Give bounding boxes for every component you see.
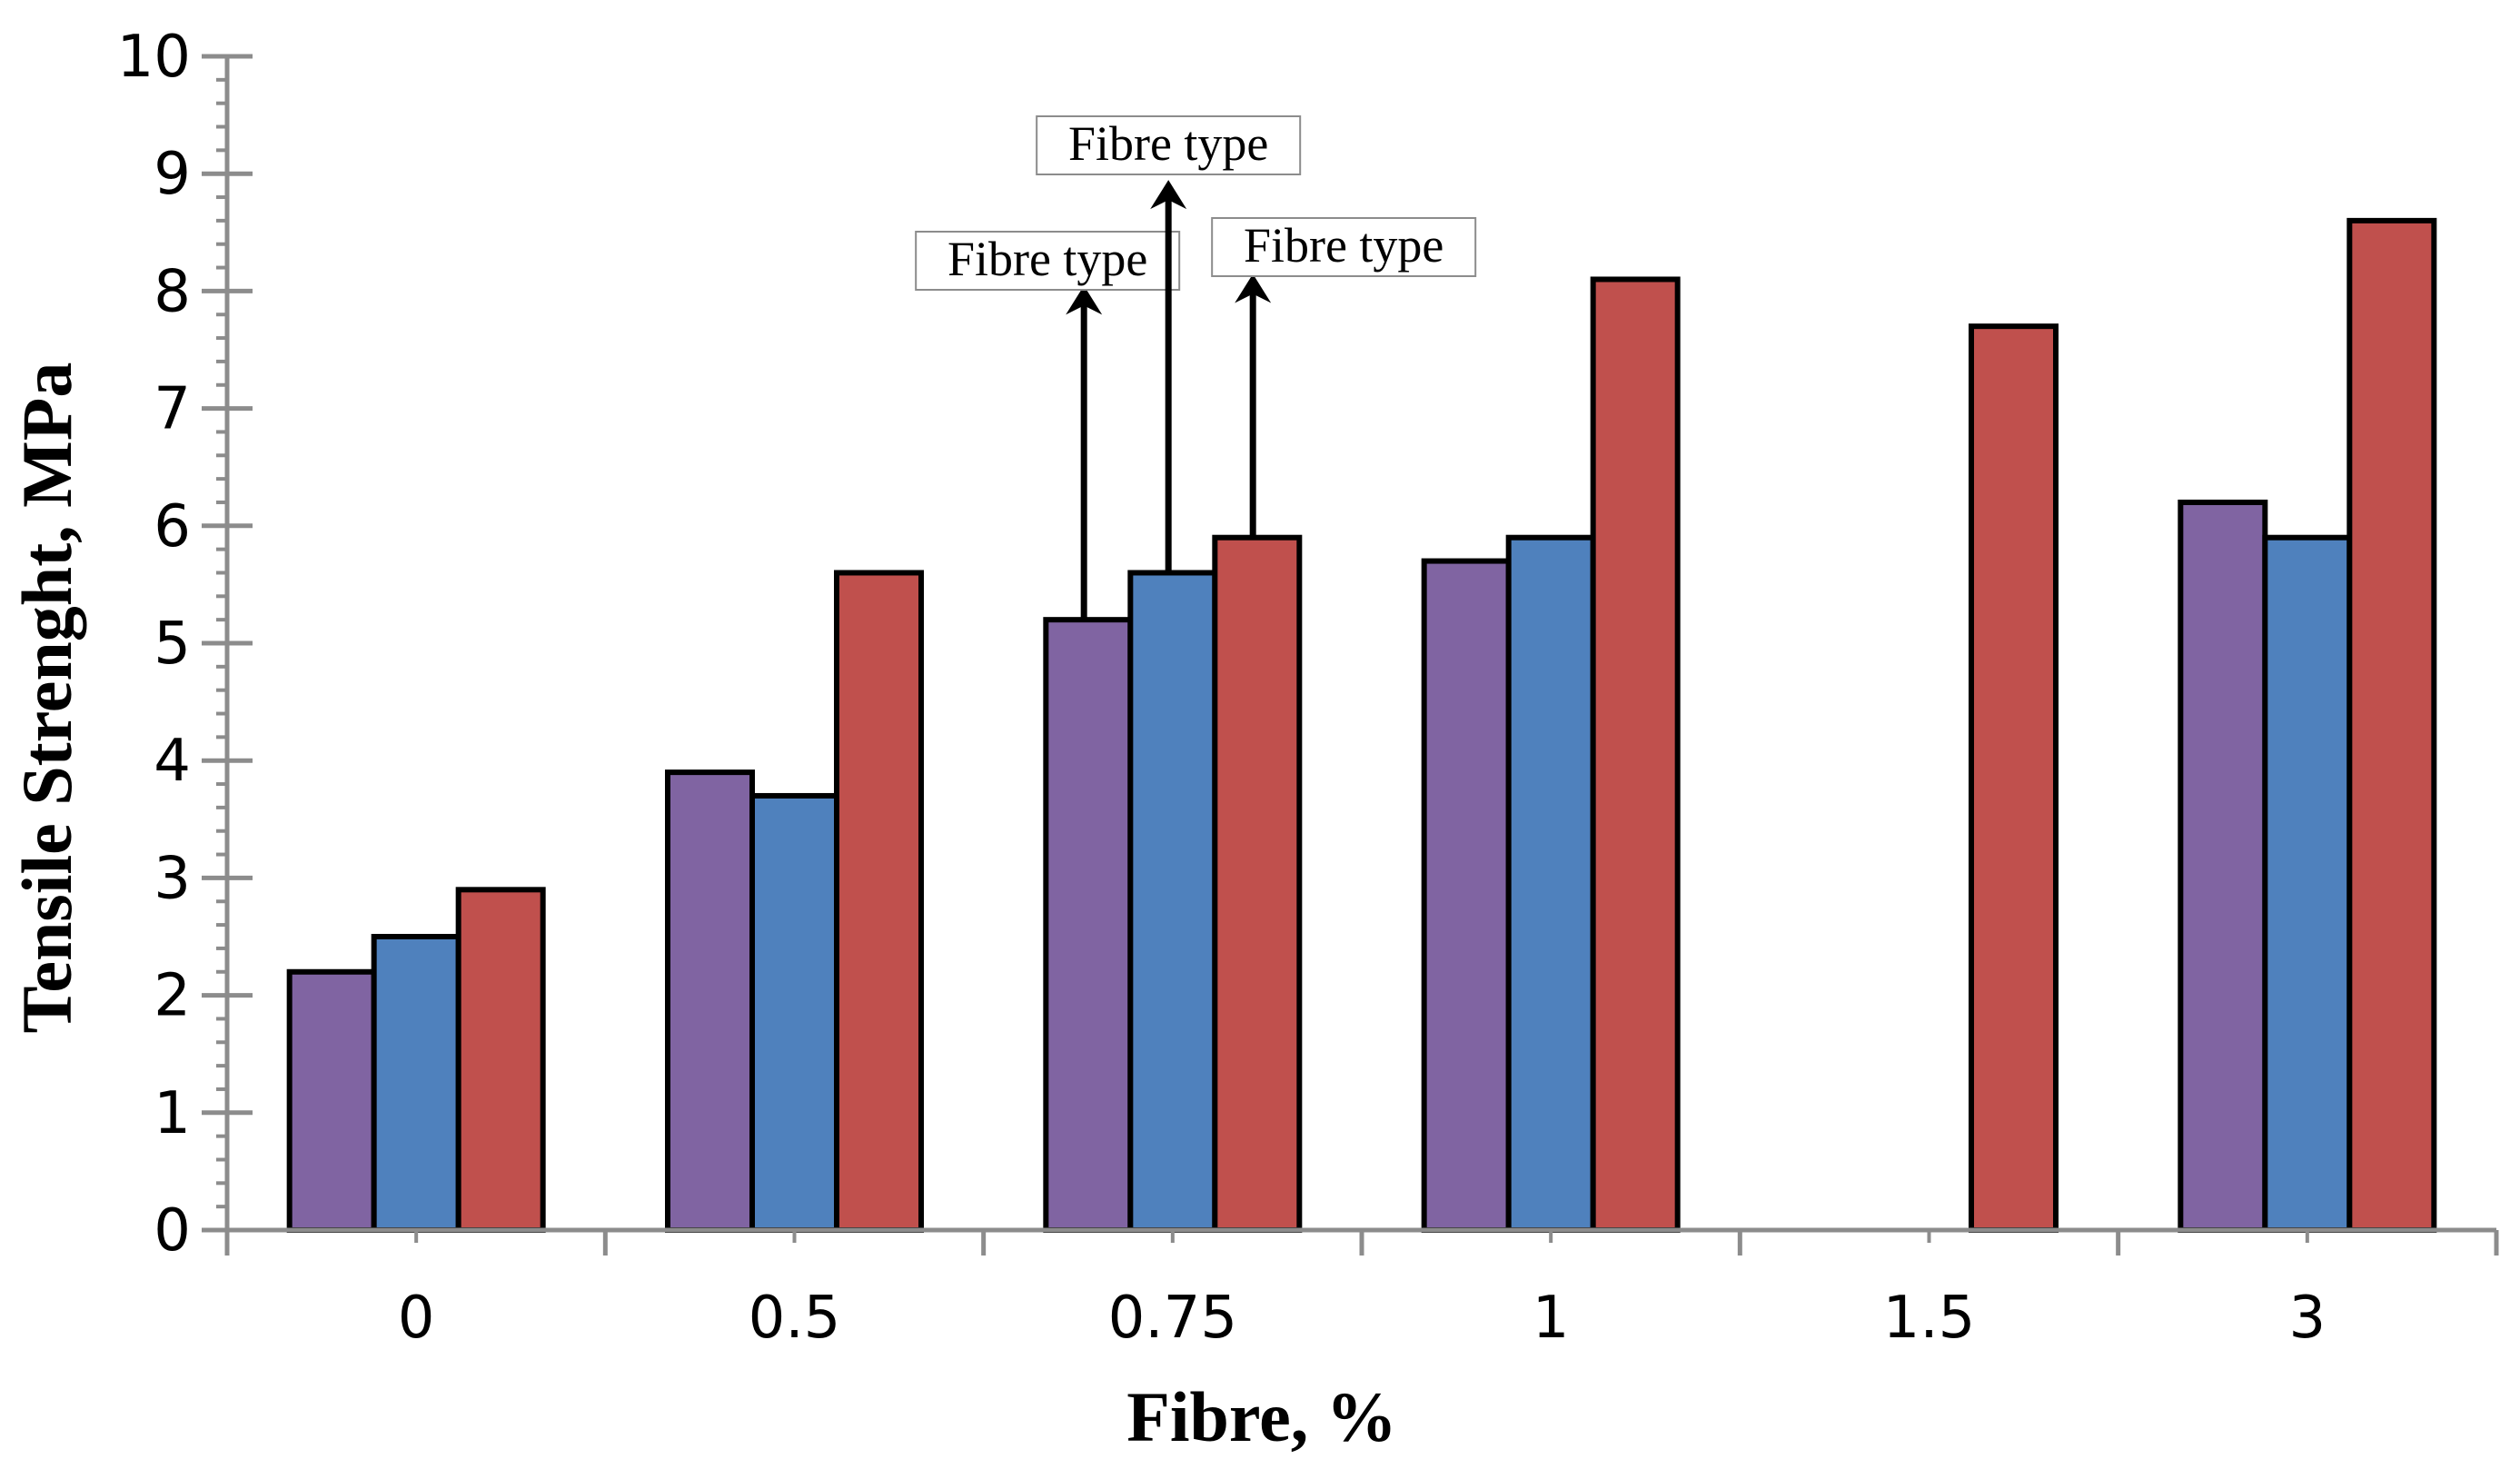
x-tick-label: 0.75 xyxy=(1108,1285,1238,1352)
y-tick-labels: 0 1 2 3 4 5 6 7 8 9 10 xyxy=(117,24,191,1265)
annotation-box xyxy=(915,231,1181,291)
bar-0.75-series-2 xyxy=(1127,570,1218,1233)
annotation-box xyxy=(1211,217,1477,277)
bar-0-series-3 xyxy=(455,887,546,1233)
axes xyxy=(202,54,2499,1256)
bar-series-group xyxy=(286,217,2437,1234)
bar-1-series-3 xyxy=(1590,276,1681,1234)
x-tick-label: 3 xyxy=(2288,1285,2326,1352)
y-tick-label: 8 xyxy=(154,258,191,325)
annotation-label: Fibre type xyxy=(1068,116,1268,171)
bar-0.5-series-1 xyxy=(665,769,755,1233)
bar-0.75-series-1 xyxy=(1043,617,1134,1233)
x-tick-label: 0.5 xyxy=(749,1285,841,1352)
y-tick-label: 0 xyxy=(154,1197,191,1265)
bar-1.5-series-3 xyxy=(1969,323,2059,1234)
y-tick-label: 4 xyxy=(154,728,191,795)
y-axis-title: Tensile Strenght, MPa xyxy=(7,362,86,1034)
bar-3-series-1 xyxy=(2178,499,2268,1233)
x-tick-label: 0 xyxy=(398,1285,435,1352)
bar-0-series-2 xyxy=(371,934,461,1233)
y-tick-label: 5 xyxy=(154,610,191,678)
y-tick-label: 3 xyxy=(154,845,191,912)
bar-0.5-series-2 xyxy=(749,792,839,1234)
annotation-label: Fibre type xyxy=(1244,218,1444,273)
y-tick-label: 1 xyxy=(154,1080,191,1147)
annotation-box xyxy=(1036,115,1302,175)
bar-1-series-2 xyxy=(1505,534,1596,1233)
annotation-arrowhead xyxy=(1066,285,1103,315)
x-axis-title: Fibre, % xyxy=(1126,1377,1397,1456)
bar-1-series-1 xyxy=(1421,558,1512,1233)
y-tick-label: 2 xyxy=(154,963,191,1030)
annotation-arrowhead xyxy=(1235,273,1272,303)
bar-3-series-3 xyxy=(2346,217,2437,1233)
annotations: Fibre type Fibre type Fibre type xyxy=(915,115,1477,620)
x-tick-label: 1 xyxy=(1533,1285,1570,1352)
y-tick-label: 9 xyxy=(154,141,191,208)
annotation-label: Fibre type xyxy=(947,232,1147,286)
bar-0.75-series-3 xyxy=(1212,534,1303,1233)
annotation-arrowhead xyxy=(1150,180,1187,210)
bar-0-series-1 xyxy=(286,968,377,1233)
bar-3-series-2 xyxy=(2262,534,2353,1233)
y-tick-label: 6 xyxy=(154,493,191,561)
x-tick-label: 1.5 xyxy=(1883,1285,1976,1352)
y-tick-label: 7 xyxy=(154,376,191,443)
x-tick-labels: 0 0.5 0.75 1 1.5 3 xyxy=(398,1285,2326,1352)
y-tick-label: 10 xyxy=(117,24,191,91)
bar-0.5-series-3 xyxy=(834,570,924,1233)
